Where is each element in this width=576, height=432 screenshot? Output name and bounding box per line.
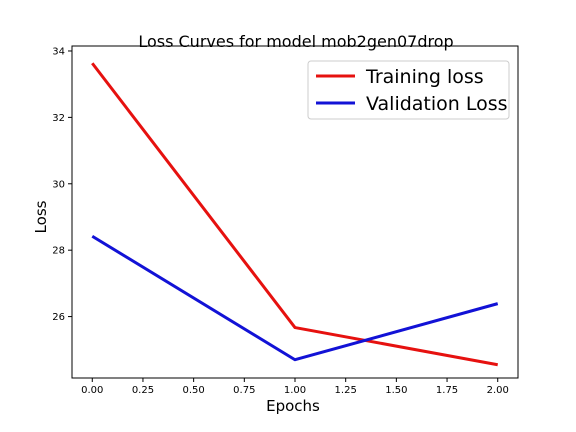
x-tick-label: 1.75 (436, 385, 458, 396)
chart-title: Loss Curves for model mob2gen07drop (138, 32, 453, 51)
y-tick-label: 26 (52, 312, 65, 323)
y-tick-label: 32 (52, 113, 65, 124)
plot-series (91, 62, 499, 367)
x-tick-label: 2.00 (487, 385, 509, 396)
x-axis-label: Epochs (266, 397, 320, 415)
x-tick-label: 1.50 (385, 385, 407, 396)
validation-loss-line (91, 234, 499, 362)
y-tick-label: 30 (52, 179, 65, 190)
x-tick-label: 1.25 (335, 385, 357, 396)
x-tick-label: 0.00 (81, 385, 103, 396)
legend-label-training-loss: Training loss (365, 66, 484, 88)
legend-label-validation-loss: Validation Loss (366, 93, 508, 115)
x-tick-label: 0.25 (132, 385, 154, 396)
x-tick-label: 0.50 (183, 385, 205, 396)
legend: Training loss Validation Loss (307, 60, 510, 120)
legend-box (307, 60, 510, 120)
x-tick-label: 0.75 (233, 385, 255, 396)
y-tick-label: 34 (52, 46, 65, 57)
x-tick-label: 1.00 (284, 385, 306, 396)
y-tick-label: 28 (52, 246, 65, 257)
x-axis-ticks: 0.00 0.25 0.50 0.75 1.00 1.25 1.50 1.75 2.00 (81, 378, 509, 396)
training-loss-line (91, 62, 499, 367)
y-axis-ticks: 26 28 30 32 34 (52, 46, 72, 323)
y-axis-label: Loss (32, 200, 50, 233)
